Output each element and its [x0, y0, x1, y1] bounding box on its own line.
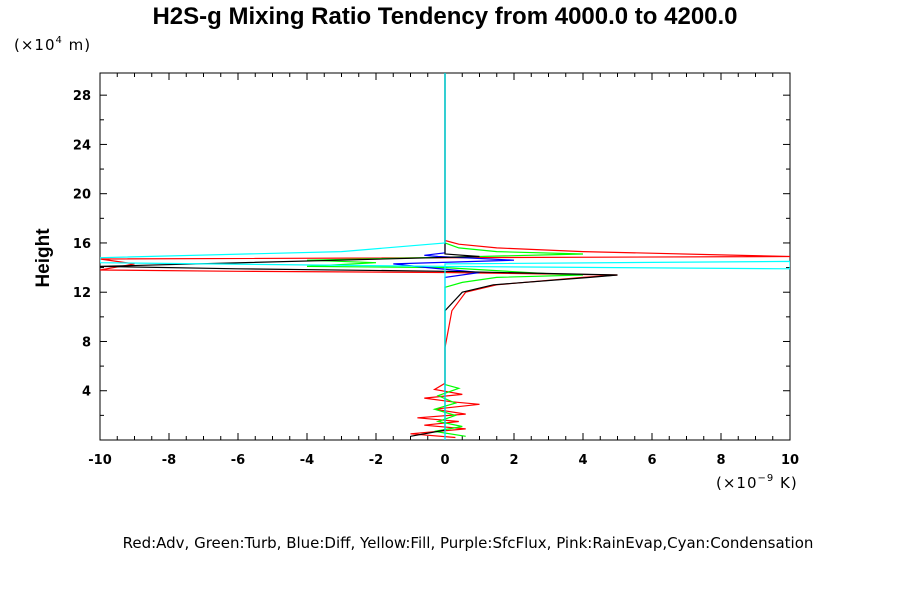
x-tick-label: 2: [509, 453, 518, 468]
y-tick-label: 4: [82, 385, 91, 400]
y-tick-label: 16: [73, 237, 91, 252]
series-line-adv: [100, 73, 790, 439]
y-tick-label: 12: [73, 286, 91, 301]
x-tick-label: 8: [716, 453, 725, 468]
series-line-condensation: [100, 73, 790, 440]
y-tick-label: 24: [73, 138, 91, 153]
x-tick-label: -8: [162, 453, 176, 468]
x-tick-label: 4: [578, 453, 587, 468]
series-line-turb: [306, 73, 584, 437]
x-unit-label: (×10−9 K): [716, 473, 798, 492]
x-tick-label: 6: [647, 453, 656, 468]
y-axis-label: Height: [33, 228, 54, 288]
y-unit-label: (×104 m): [14, 35, 91, 54]
x-tick-label: -10: [88, 453, 112, 468]
y-tick-label: 20: [73, 188, 91, 203]
y-tick-label: 28: [73, 89, 91, 104]
x-tick-label: -6: [231, 453, 245, 468]
chart-title: H2S-g Mixing Ratio Tendency from 4000.0 …: [152, 3, 737, 30]
series-line-diff: [393, 73, 515, 440]
x-tick-label: 10: [781, 453, 799, 468]
legend-caption: Red:Adv, Green:Turb, Blue:Diff, Yellow:F…: [123, 534, 814, 552]
x-tick-label: 0: [440, 453, 449, 468]
x-tick-label: -4: [300, 453, 314, 468]
y-tick-label: 8: [82, 335, 91, 350]
x-tick-label: -2: [369, 453, 383, 468]
